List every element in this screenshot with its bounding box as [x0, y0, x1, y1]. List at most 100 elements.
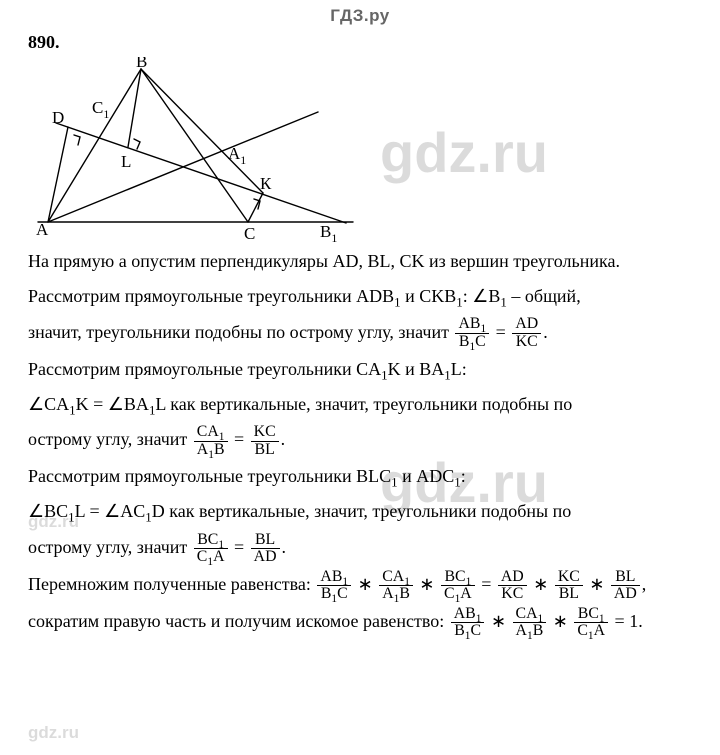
t: AD [611, 586, 640, 603]
fraction: CA1 A1B [379, 569, 413, 603]
dot: . [281, 429, 286, 449]
star: ∗ [585, 574, 609, 594]
fraction: AB1 B1C [455, 316, 489, 350]
t: L как вертикальные, значит, треугольники… [155, 394, 572, 414]
t: сократим правую часть и получим искомое … [28, 611, 449, 631]
eq: = [496, 322, 511, 342]
comma: , [642, 574, 647, 594]
star: ∗ [415, 574, 439, 594]
t: C [444, 585, 455, 602]
dot: . [543, 322, 548, 342]
star: ∗ [353, 574, 377, 594]
fraction: BC1 C1A [441, 569, 475, 603]
t: AB [320, 568, 342, 585]
fraction: CA1 A1B [194, 424, 228, 458]
fraction: BL AD [251, 532, 280, 566]
t: Рассмотрим прямоугольные треугольники BL… [28, 466, 391, 486]
fraction: AB1 B1C [317, 569, 351, 603]
para-6: острому углу, значит CA1 A1B = KC BL . [28, 423, 692, 458]
t: Перемножим полученные равенства: [28, 574, 315, 594]
eq1: = 1. [615, 611, 643, 631]
svg-text:A: A [36, 220, 49, 239]
star: ∗ [548, 611, 572, 631]
watermark-small-2: gdz.ru [28, 723, 79, 743]
t: AB [454, 605, 476, 622]
eq: = [481, 574, 496, 594]
t: BC [444, 568, 465, 585]
t: KC [555, 569, 583, 587]
t: KC [251, 424, 279, 442]
eq: = [234, 429, 249, 449]
geometry-diagram: A B C D C1 L A1 К B1 [28, 57, 358, 237]
t: B [214, 441, 225, 458]
svg-text:L: L [121, 152, 131, 171]
fraction: BL AD [611, 569, 640, 603]
t: A [382, 585, 393, 602]
para-3: значит, треугольники подобны по острому … [28, 316, 692, 351]
t: K = ∠BA [76, 394, 149, 414]
para-5: ∠CA1K = ∠BA1L как вертикальные, значит, … [28, 388, 692, 421]
fraction: KC BL [555, 569, 583, 603]
t: A [594, 622, 605, 639]
t: и ADC [398, 466, 455, 486]
page-root: ГДЗ.ру 890. [0, 0, 720, 755]
t: B [454, 622, 465, 639]
t: ∠CA [28, 394, 69, 414]
t: и CKB [401, 286, 457, 306]
t: Рассмотрим прямоугольные треугольники AD… [28, 286, 394, 306]
t: – общий, [507, 286, 581, 306]
para-4: Рассмотрим прямоугольные треугольники CA… [28, 353, 692, 386]
t: : ∠B [463, 286, 501, 306]
t: KC [498, 586, 527, 603]
t: Рассмотрим прямоугольные треугольники CA [28, 359, 381, 379]
t: CA [197, 423, 219, 440]
t: CA [516, 605, 538, 622]
t: A [516, 622, 527, 639]
t: AB [458, 315, 480, 332]
dot: . [282, 537, 287, 557]
star: ∗ [529, 574, 553, 594]
t: C [470, 622, 481, 639]
t: C [337, 585, 348, 602]
t: A [197, 441, 208, 458]
t: C [197, 548, 208, 565]
t: : [461, 466, 466, 486]
svg-text:B1: B1 [320, 222, 337, 242]
t: C [475, 333, 486, 350]
t: BL [555, 586, 583, 603]
problem-number: 890. [28, 32, 692, 53]
t: A [213, 548, 224, 565]
svg-text:К: К [260, 174, 272, 193]
fraction: KC BL [251, 424, 279, 458]
t: BL [251, 532, 280, 550]
svg-text:C1: C1 [92, 98, 109, 121]
t: B [321, 585, 332, 602]
fraction: CA1 A1B [513, 606, 547, 640]
t: C [577, 622, 588, 639]
para-8: ∠BC1L = ∠AC1D как вертикальные, значит, … [28, 495, 692, 528]
eq: = [234, 537, 249, 557]
para-1: На прямую а опустим перпендикуляры AD, B… [28, 245, 692, 278]
para-7: Рассмотрим прямоугольные треугольники BL… [28, 460, 692, 493]
para-2: Рассмотрим прямоугольные треугольники AD… [28, 280, 692, 313]
t: L: [451, 359, 467, 379]
fraction: AD KC [498, 569, 527, 603]
t: CA [382, 568, 404, 585]
fraction: AB1 B1C [451, 606, 485, 640]
t: значит, треугольники подобны по острому … [28, 322, 453, 342]
t: KC [512, 334, 541, 351]
svg-text:B: B [136, 57, 147, 71]
t: B [533, 622, 544, 639]
site-header: ГДЗ.ру [28, 0, 692, 26]
t: BL [251, 442, 279, 459]
solution-body: На прямую а опустим перпендикуляры AD, B… [28, 245, 692, 640]
fraction: AD KC [512, 316, 541, 350]
svg-text:D: D [52, 108, 64, 127]
t: острому углу, значит [28, 429, 192, 449]
star: ∗ [486, 611, 510, 631]
t: A [460, 585, 471, 602]
t: AD [512, 316, 541, 334]
watermark-big-1: gdz.ru [380, 120, 548, 185]
t: острому углу, значит [28, 537, 192, 557]
svg-text:A1: A1 [228, 144, 246, 167]
